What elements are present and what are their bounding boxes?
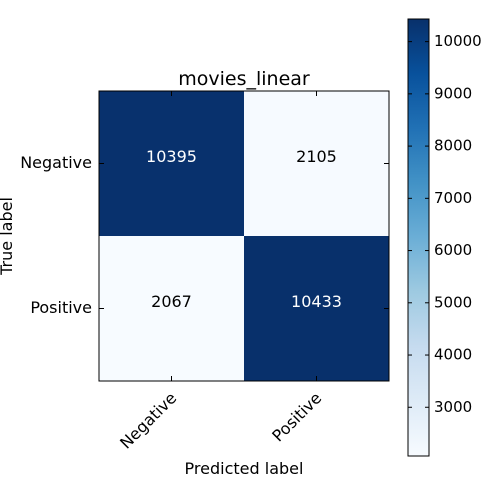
cell-value-label: 10433	[291, 292, 342, 311]
colorbar-tick-label: 5000	[434, 293, 472, 311]
heatmap-cells	[99, 91, 389, 381]
x-tick-label: Positive	[268, 388, 325, 445]
heatmap-cell	[244, 91, 389, 236]
y-tick-label: Positive	[30, 298, 92, 317]
colorbar-tick-label: 7000	[434, 189, 472, 207]
y-axis-label: True label	[0, 197, 16, 276]
y-axis-ticks: Negative Positive	[20, 153, 389, 317]
colorbar-tick-label: 10000	[434, 32, 482, 50]
colorbar-ticks: 3000 4000 5000 6000 7000 8000 9000 10000	[408, 32, 482, 416]
cell-value-label: 10395	[146, 147, 197, 166]
heatmap-cell	[99, 91, 244, 236]
chart-title: movies_linear	[178, 68, 310, 90]
colorbar-tick-label: 3000	[434, 398, 472, 416]
heatmap-cell	[99, 236, 244, 381]
plot-frame	[98, 90, 390, 382]
colorbar-tick-label: 8000	[434, 137, 472, 155]
colorbar-tick-label: 9000	[434, 84, 472, 102]
heatmap-cell	[244, 236, 389, 381]
cell-value-labels: 10395 2105 2067 10433	[146, 147, 342, 311]
cell-value-label: 2067	[151, 292, 192, 311]
cell-value-label: 2105	[296, 147, 337, 166]
x-tick-label: Negative	[116, 388, 180, 452]
x-axis-label: Predicted label	[185, 459, 304, 478]
colorbar	[407, 18, 430, 457]
colorbar-tick-label: 6000	[434, 241, 472, 259]
y-tick-label: Negative	[20, 153, 92, 172]
colorbar-tick-label: 4000	[434, 346, 472, 364]
